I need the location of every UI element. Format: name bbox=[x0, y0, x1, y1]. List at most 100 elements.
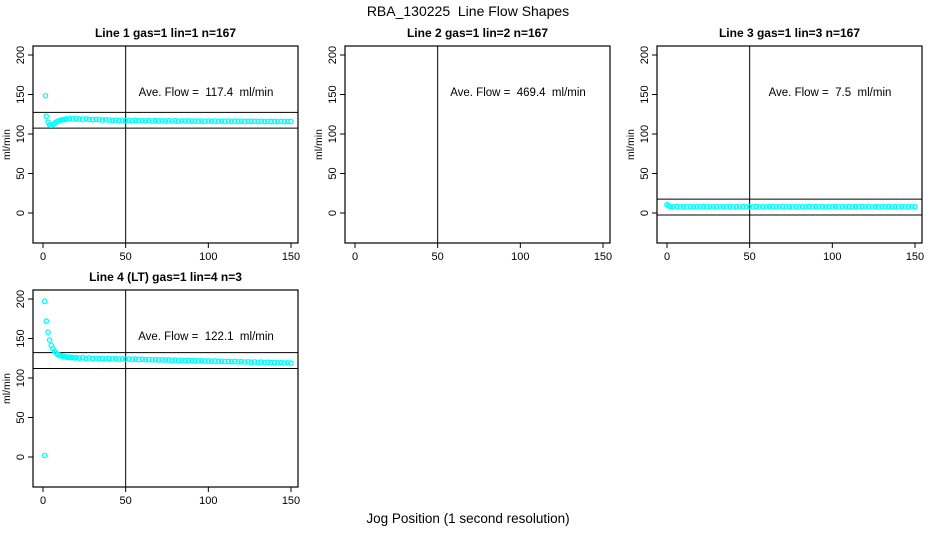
x-tick-label: 50 bbox=[744, 251, 756, 263]
data-point bbox=[102, 355, 109, 362]
data-point bbox=[261, 118, 268, 125]
y-axis-label: ml/min bbox=[1, 129, 13, 160]
y-axis-label: ml/min bbox=[625, 129, 637, 160]
data-point bbox=[258, 359, 265, 365]
data-point bbox=[198, 357, 205, 364]
data-point bbox=[79, 116, 86, 123]
data-point bbox=[129, 117, 136, 124]
data-point bbox=[182, 118, 189, 124]
data-point bbox=[132, 117, 139, 124]
data-point bbox=[264, 118, 271, 125]
data-point bbox=[169, 118, 175, 124]
data-point bbox=[241, 359, 248, 365]
data-point bbox=[271, 359, 278, 366]
data-point bbox=[674, 203, 680, 210]
data-point bbox=[882, 203, 889, 210]
data-point bbox=[717, 204, 723, 210]
plot-box bbox=[32, 45, 299, 244]
data-point bbox=[198, 118, 205, 124]
data-point bbox=[129, 356, 136, 363]
y-tick-label: 100 bbox=[639, 125, 651, 143]
data-point bbox=[855, 203, 862, 210]
data-point bbox=[776, 203, 783, 210]
x-tick-label: 50 bbox=[432, 251, 444, 263]
data-point bbox=[215, 358, 222, 365]
data-point bbox=[905, 203, 912, 210]
data-point bbox=[740, 203, 746, 210]
data-point bbox=[667, 203, 674, 210]
subplot-title: Line 2 gas=1 lin=2 n=167 bbox=[407, 26, 548, 40]
y-tick-label: 100 bbox=[15, 125, 27, 143]
data-point bbox=[875, 204, 882, 210]
data-point bbox=[142, 356, 149, 363]
x-tick-label: 150 bbox=[282, 495, 300, 507]
y-tick-label: 150 bbox=[327, 85, 339, 103]
data-point bbox=[93, 355, 99, 362]
data-point bbox=[119, 355, 126, 362]
data-point bbox=[248, 359, 255, 366]
data-point bbox=[846, 203, 852, 210]
data-point bbox=[225, 118, 232, 124]
x-tick-label: 100 bbox=[199, 495, 217, 507]
average-flow-annotation: Ave. Flow = 117.4 ml/min bbox=[139, 87, 274, 99]
data-point bbox=[89, 355, 96, 362]
x-tick-label: 0 bbox=[352, 251, 358, 263]
data-point bbox=[66, 115, 73, 122]
data-point bbox=[819, 203, 826, 210]
data-point bbox=[803, 203, 809, 210]
data-point bbox=[769, 204, 776, 210]
data-point bbox=[208, 118, 215, 125]
data-point bbox=[69, 116, 76, 122]
data-point bbox=[45, 329, 51, 336]
data-point bbox=[773, 203, 779, 210]
data-point bbox=[225, 358, 232, 365]
data-point bbox=[149, 118, 155, 124]
data-point bbox=[879, 203, 885, 210]
data-point bbox=[281, 118, 288, 125]
y-tick-label: 50 bbox=[15, 411, 27, 423]
plot-box bbox=[32, 289, 299, 488]
data-point bbox=[677, 204, 684, 210]
data-point bbox=[750, 203, 756, 210]
data-point bbox=[245, 118, 251, 125]
subplot-line-2-flow-chart: 0 50 100 150 0 50 100 150 200 ml/min Line 2 gas=1 … bbox=[313, 26, 612, 263]
data-point bbox=[713, 203, 720, 210]
data-point bbox=[766, 203, 773, 210]
data-point bbox=[116, 356, 122, 362]
data-point bbox=[908, 203, 915, 210]
data-point bbox=[872, 203, 879, 210]
data-point bbox=[670, 203, 677, 210]
data-point bbox=[288, 118, 294, 125]
data-point bbox=[165, 117, 172, 124]
data-point bbox=[753, 203, 760, 210]
data-point bbox=[869, 204, 875, 210]
y-tick-label: 0 bbox=[15, 454, 27, 460]
data-point bbox=[93, 116, 99, 123]
data-point bbox=[89, 116, 96, 123]
data-point bbox=[796, 204, 803, 210]
data-point bbox=[812, 203, 819, 210]
data-point bbox=[192, 118, 198, 124]
data-point bbox=[284, 118, 291, 125]
data-point bbox=[152, 117, 159, 124]
data-point bbox=[46, 337, 53, 343]
data-point bbox=[73, 354, 79, 361]
data-point bbox=[895, 204, 902, 210]
x-tick-label: 50 bbox=[120, 251, 132, 263]
data-point bbox=[892, 203, 899, 210]
data-point bbox=[179, 357, 185, 364]
data-point bbox=[288, 360, 294, 366]
data-point bbox=[700, 203, 707, 210]
data-point bbox=[245, 358, 251, 365]
data-point bbox=[261, 359, 268, 366]
data-point bbox=[756, 204, 763, 210]
y-tick-label: 200 bbox=[15, 46, 27, 64]
data-point bbox=[222, 358, 228, 365]
data-point bbox=[43, 113, 50, 120]
data-point bbox=[836, 204, 842, 210]
data-point bbox=[185, 117, 192, 124]
data-point bbox=[832, 203, 839, 210]
data-point bbox=[799, 203, 806, 210]
data-point bbox=[136, 356, 142, 363]
data-point bbox=[182, 357, 189, 364]
